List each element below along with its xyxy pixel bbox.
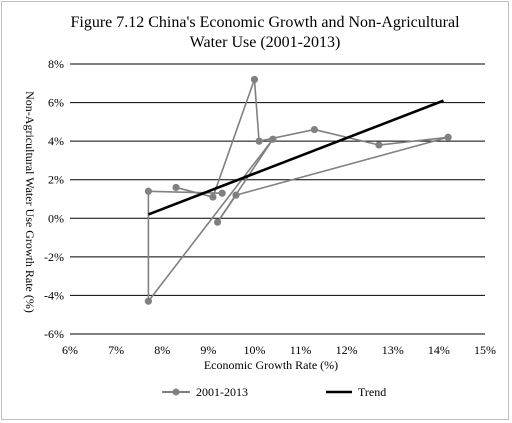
series-2001-2013-segment-5 — [378, 136, 449, 146]
series-2001-2013-point-7 — [232, 191, 240, 199]
y-tick-label-0: -6% — [44, 327, 64, 341]
y-tick-label-2: -2% — [44, 250, 64, 264]
series-2001-2013-segment-11 — [148, 190, 223, 195]
y-axis-title: Non-Agricultural Water Use Growth Rate (… — [23, 91, 37, 313]
x-tick-label-2: 8% — [154, 343, 170, 357]
x-axis-title: Economic Growth Rate (%) — [204, 358, 338, 372]
series-2001-2013-point-1 — [209, 193, 217, 201]
y-tick-label-1: -4% — [44, 288, 64, 302]
x-tick-label-9: 15% — [474, 343, 496, 357]
series-2001-2013-segment-9 — [147, 138, 274, 302]
x-tick-label-4: 10% — [243, 343, 265, 357]
x-tick-label-6: 12% — [336, 343, 358, 357]
x-tick-label-8: 14% — [428, 343, 450, 357]
series-2001-2013-point-10 — [144, 297, 152, 305]
x-tick-label-3: 9% — [200, 343, 216, 357]
series-2001-2013-point-12 — [218, 189, 226, 197]
series-2001-2013-segment-2 — [253, 79, 260, 142]
legend-label-trend: Trend — [358, 385, 386, 399]
series-2001-2013-point-2 — [250, 75, 259, 84]
series-2001-2013-point-3 — [255, 137, 263, 145]
series-2001-2013-segment-1 — [212, 79, 256, 198]
chart-title-line-2: Water Use (2001-2013) — [190, 34, 341, 51]
x-tick-label-0: 6% — [62, 343, 78, 357]
x-tick-labels: 6% 7% 8% 9% 10% 11% 12% 13% 14% 15% — [62, 343, 496, 357]
series-trend-line — [147, 99, 444, 216]
series-2001-2013-point-5 — [375, 141, 383, 149]
series-2001-2013-point-6 — [444, 133, 452, 141]
series-2001-2013-segment-8 — [216, 138, 274, 223]
x-tick-label-5: 11% — [290, 343, 312, 357]
series-2001-2013-point-8 — [213, 218, 222, 226]
series-2001-2013-segment-3 — [258, 128, 315, 142]
x-tick-label-1: 7% — [108, 343, 124, 357]
series-2001-2013-segment-6 — [235, 136, 449, 196]
x-tick-label-7: 13% — [382, 343, 404, 357]
y-tick-label-5: 4% — [48, 134, 64, 148]
y-tick-label-4: 2% — [48, 173, 64, 187]
series-2001-2013-point-0 — [172, 183, 180, 192]
y-tick-label-3: 0% — [48, 211, 64, 225]
series-layer — [144, 75, 452, 305]
gridlines — [70, 63, 485, 335]
chart-title-line-1: Figure 7.12 China's Economic Growth and … — [70, 14, 460, 31]
y-tick-labels: -6% -4% -2% 0% 2% 4% 6% 8% — [44, 57, 64, 341]
y-tick-label-7: 8% — [48, 57, 64, 71]
y-tick-label-6: 6% — [48, 96, 64, 110]
legend: 2001-2013 Trend — [162, 385, 386, 399]
series-2001-2013-point-11 — [144, 187, 152, 195]
series-2001-2013-point-9 — [269, 135, 277, 143]
legend-label-2001-2013: 2001-2013 — [196, 385, 248, 399]
legend-marker-2001-2013 — [172, 388, 180, 396]
series-2001-2013-point-4 — [310, 125, 318, 134]
